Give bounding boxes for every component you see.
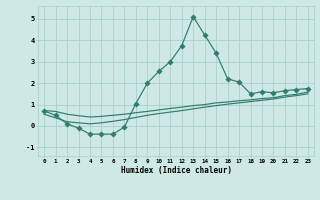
X-axis label: Humidex (Indice chaleur): Humidex (Indice chaleur) [121, 166, 231, 175]
